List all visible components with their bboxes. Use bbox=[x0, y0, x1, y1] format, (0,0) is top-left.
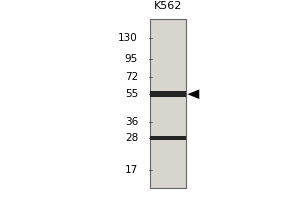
Bar bbox=[150, 136, 186, 140]
Text: 28: 28 bbox=[125, 133, 138, 143]
Bar bbox=[150, 91, 186, 97]
Text: 55: 55 bbox=[125, 89, 138, 99]
Text: 17: 17 bbox=[125, 165, 138, 175]
Bar bbox=[150, 19, 186, 188]
Text: 72: 72 bbox=[125, 72, 138, 82]
Text: 36: 36 bbox=[125, 117, 138, 127]
Text: K562: K562 bbox=[154, 1, 182, 11]
Polygon shape bbox=[187, 89, 199, 99]
Text: 130: 130 bbox=[118, 33, 138, 43]
Text: 95: 95 bbox=[125, 54, 138, 64]
